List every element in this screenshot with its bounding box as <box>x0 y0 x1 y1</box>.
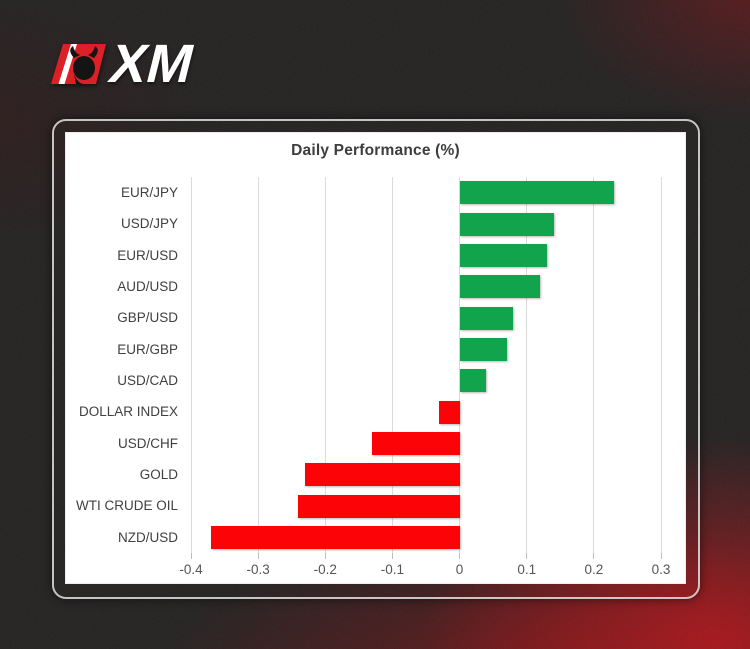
x-tick-label: 0.2 <box>584 562 604 577</box>
axis-tick <box>526 553 528 559</box>
x-tick-label: -0.2 <box>313 562 337 577</box>
category-label: EUR/JPY <box>120 185 178 201</box>
bar-gold <box>305 463 460 487</box>
axis-tick <box>660 553 662 559</box>
bar-usd-cad <box>459 369 487 393</box>
x-tick-label: 0.1 <box>517 562 537 577</box>
logo-text: XM <box>103 34 202 94</box>
bar-usd-chf <box>372 431 460 455</box>
bar-aud-usd <box>459 275 541 299</box>
bar-eur-usd <box>459 243 547 267</box>
bar-dollar-index <box>439 400 460 424</box>
axis-tick <box>190 553 192 559</box>
xm-logo: XM <box>50 34 201 94</box>
category-label: DOLLAR INDEX <box>78 404 178 420</box>
category-label: AUD/USD <box>117 279 178 295</box>
plot-area: -0.4 -0.3 -0.2 -0.1 0 0.1 0.2 0.3 <box>179 177 670 577</box>
gridline <box>593 177 595 553</box>
gridline <box>190 177 192 553</box>
bar-gbp-usd <box>459 306 514 330</box>
axis-tick <box>459 553 461 559</box>
category-label: EUR/GBP <box>117 341 178 357</box>
category-labels: EUR/JPY USD/JPY EUR/USD AUD/USD GBP/USD EUR/G… <box>66 177 178 553</box>
category-label: EUR/USD <box>117 247 178 263</box>
x-tick-label: 0.3 <box>651 562 671 577</box>
category-label: USD/CHF <box>118 435 178 451</box>
axis-tick <box>257 553 259 559</box>
chart-title: Daily Performance (%) <box>291 142 460 159</box>
gridline <box>257 177 259 553</box>
category-label: GBP/USD <box>117 310 178 326</box>
bull-head-icon <box>51 44 106 84</box>
x-tick-label: -0.3 <box>246 562 270 577</box>
bar-nzd-usd <box>211 525 460 549</box>
category-label: NZD/USD <box>118 529 178 545</box>
axis-tick <box>324 553 326 559</box>
bar-eur-jpy <box>459 181 614 205</box>
x-tick-label: -0.4 <box>179 562 203 577</box>
bar-wti-crude-oil <box>298 494 460 518</box>
x-tick-label: 0 <box>455 562 464 577</box>
bar-usd-jpy <box>459 212 554 236</box>
chart-panel: Daily Performance (%) EUR/JPY USD/JPY EUR/… <box>65 132 686 584</box>
category-label: WTI CRUDE OIL <box>75 498 178 514</box>
axis-tick <box>593 553 595 559</box>
gridline <box>660 177 662 553</box>
category-label: GOLD <box>139 467 178 483</box>
bar-eur-gbp <box>459 337 507 361</box>
category-label: USD/JPY <box>120 216 178 232</box>
axis-tick <box>391 553 393 559</box>
category-label: USD/CAD <box>117 373 178 389</box>
x-tick-label: -0.1 <box>380 562 405 577</box>
